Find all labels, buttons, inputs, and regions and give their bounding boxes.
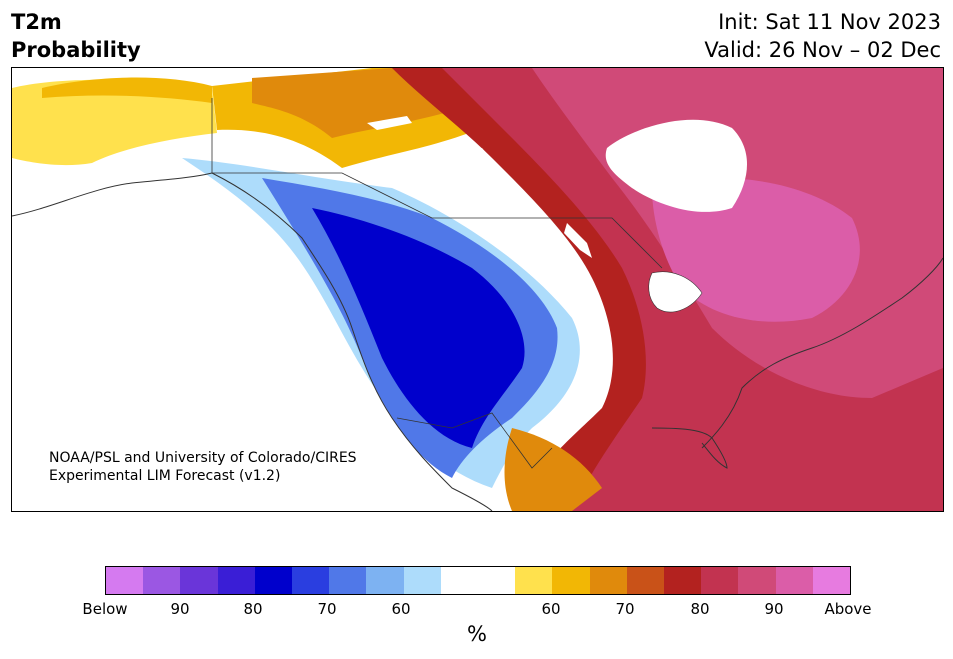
colorbar-label-above-90: 90 (764, 600, 784, 618)
valid-range: Valid: 26 Nov – 02 Dec (704, 38, 941, 62)
great-slave-lake (367, 116, 412, 130)
credit-line2: Experimental LIM Forecast (v1.2) (49, 468, 281, 484)
colorbar-label-below: Below (82, 600, 128, 618)
probability-colorbar (105, 566, 851, 595)
colorbar-segment-18 (775, 567, 813, 594)
credit-line1: NOAA/PSL and University of Colorado/CIRE… (49, 450, 357, 466)
colorbar-segment-2 (180, 567, 218, 594)
data-credit: NOAA/PSL and University of Colorado/CIRE… (49, 449, 357, 485)
lake-winnipeg (564, 223, 592, 258)
colorbar-label-above-70: 70 (615, 600, 635, 618)
colorbar-segment-1 (143, 567, 181, 594)
init-date: Init: Sat 11 Nov 2023 (718, 10, 941, 34)
great-lakes (648, 271, 703, 313)
colorbar-segment-19 (812, 567, 851, 594)
colorbar-segment-14 (626, 567, 665, 594)
colorbar-segment-8 (403, 567, 441, 594)
title-line1: T2m (11, 10, 62, 34)
west-cold-core (312, 208, 525, 448)
colorbar-segment-15 (664, 567, 702, 594)
colorbar-segment-3 (217, 567, 255, 594)
colorbar-segment-5 (292, 567, 330, 594)
colorbar-segment-9 (440, 567, 479, 594)
colorbar-label-above-80: 80 (690, 600, 710, 618)
colorbar-label-below-70: 70 (317, 600, 337, 618)
map-panel (11, 67, 944, 512)
colorbar-unit: % (467, 622, 487, 646)
alaska-warm-region (12, 79, 217, 166)
colorbar-segment-13 (589, 567, 627, 594)
probability-map (12, 68, 943, 511)
alaska-orange-region (42, 77, 212, 103)
colorbar-label-above-60: 60 (541, 600, 561, 618)
border-us-mexico (396, 412, 553, 469)
border-us-canada (211, 98, 663, 269)
coastline-east (701, 257, 943, 449)
colorbar-segment-12 (552, 567, 590, 594)
colorbar-label-below-90: 90 (170, 600, 190, 618)
colorbar-segment-7 (366, 567, 404, 594)
colorbar-label-below-60: 60 (391, 600, 411, 618)
hudson-bay (605, 119, 747, 212)
colorbar-segment-17 (738, 567, 776, 594)
title-line2: Probability (11, 38, 141, 62)
colorbar-label-below-80: 80 (243, 600, 263, 618)
map-title: T2m Probability (11, 8, 141, 64)
coastline-west (12, 172, 493, 511)
colorbar-segment-4 (254, 567, 293, 594)
colorbar-segment-11 (515, 567, 553, 594)
colorbar-segment-0 (106, 567, 144, 594)
florida-coast (651, 427, 728, 469)
quebec-magenta (652, 178, 860, 322)
colorbar-label-above: Above (824, 600, 872, 618)
colorbar-segment-10 (478, 567, 516, 594)
forecast-dates: Init: Sat 11 Nov 2023 Valid: 26 Nov – 02… (704, 8, 941, 64)
mexico-warm (504, 428, 602, 511)
colorbar-segment-6 (329, 567, 367, 594)
colorbar-segment-16 (701, 567, 739, 594)
lake-athabasca (427, 148, 487, 163)
